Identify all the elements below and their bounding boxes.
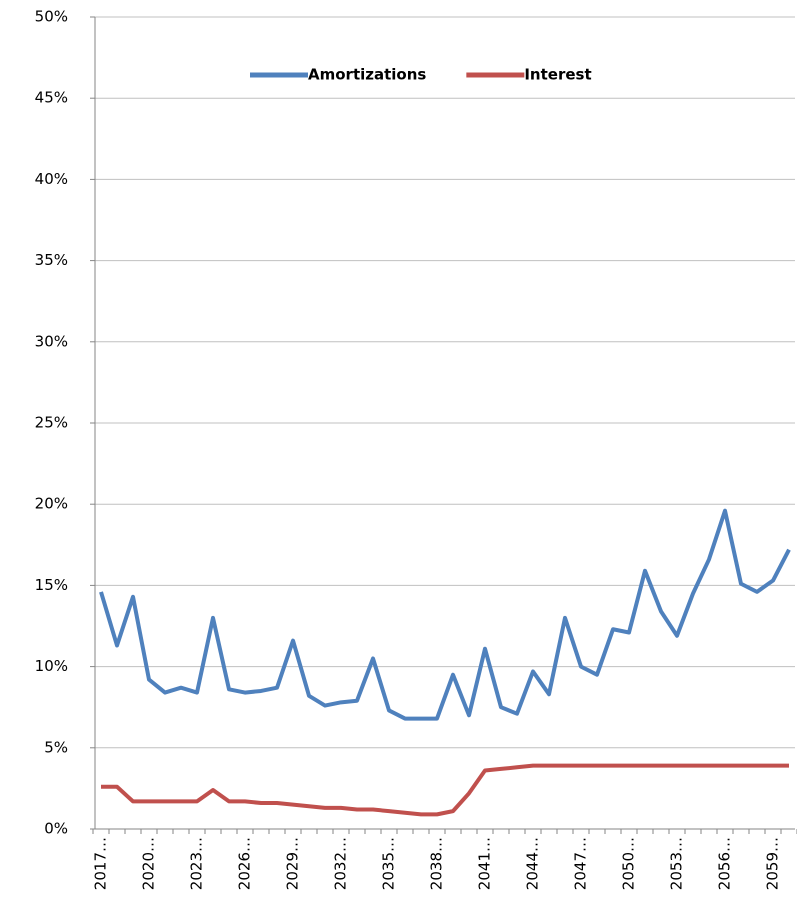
x-tick-label: 2020…: [140, 837, 158, 890]
series-line: [101, 763, 789, 817]
legend-label: Amortizations: [308, 66, 426, 84]
y-tick-label: 5%: [44, 738, 68, 756]
x-tick-label: 2059…: [764, 837, 782, 890]
x-tick-label: 2047…: [572, 837, 590, 890]
y-tick-label: 25%: [35, 414, 68, 432]
x-tick-label: 2050…: [620, 837, 638, 890]
x-tick-label: 2053…: [668, 837, 686, 890]
x-tick-label: 2038…: [428, 837, 446, 890]
y-tick-label: 10%: [35, 657, 68, 675]
y-tick-label: 15%: [35, 576, 68, 594]
x-tick-label: 2056…: [716, 837, 734, 890]
x-tick-label: 2017…: [92, 837, 110, 890]
x-tick-label: 2023…: [188, 837, 206, 890]
x-tick-label: 2044…: [524, 837, 542, 890]
x-tick-label: 2032…: [332, 837, 350, 890]
y-tick-label: 30%: [35, 332, 68, 350]
x-tick-label: 2035…: [380, 837, 398, 890]
y-tick-label: 40%: [35, 170, 68, 188]
x-tick-label: 2041…: [476, 837, 494, 890]
y-tick-label: 0%: [44, 820, 68, 838]
legend-label: Interest: [524, 66, 591, 84]
y-tick-label: 35%: [35, 251, 68, 269]
x-tick-label: 2029…: [284, 837, 302, 890]
x-tick-label: 2026…: [236, 837, 254, 890]
y-tick-label: 45%: [35, 89, 68, 107]
series-line: [99, 508, 791, 721]
y-tick-label: 20%: [35, 495, 68, 513]
y-tick-label: 50%: [35, 8, 68, 26]
